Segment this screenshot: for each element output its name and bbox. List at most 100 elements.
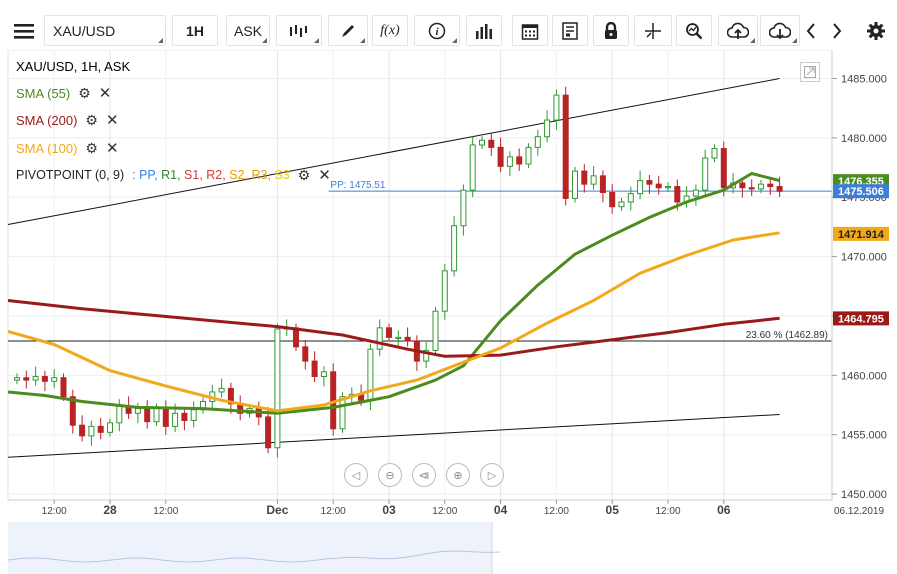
gear-icon[interactable]: ⚙ [85,111,98,128]
news-button[interactable] [552,15,588,46]
draw-button[interactable] [328,15,368,46]
prev-button[interactable] [802,15,820,46]
candle-body [116,405,123,424]
candle-body [646,180,653,185]
next-button[interactable] [828,15,846,46]
gear-icon[interactable]: ⚙ [85,139,98,156]
close-icon[interactable]: ✕ [318,167,331,184]
reset-icon: ⧏ [418,469,430,482]
legend-sma100: SMA (100) ⚙ ✕ [16,139,119,158]
sma-line [7,172,780,415]
volume-icon [476,23,492,39]
legend-sma100-label: SMA (100) [16,140,78,156]
zoom-button[interactable] [676,15,712,46]
price-axis: 1485.0001480.0001475.0001470.0001465.000… [831,50,887,501]
price-label-bg [833,184,889,199]
interval-value: 1H [186,22,204,39]
upload-button[interactable] [718,15,758,46]
interval-select[interactable]: 1H [172,15,218,46]
y-tick-label: 1485.000 [841,73,887,85]
candle-body [32,376,39,381]
candles [14,86,783,458]
price-type-select[interactable]: ASK [226,15,270,46]
candle-body [88,425,95,437]
x-tick-label: Dec [266,503,288,517]
legend-header: XAU/USD, 1H, ASK [16,59,130,74]
candle-body [618,201,625,208]
scroll-left-button[interactable]: ◁ [344,463,368,487]
legend-pivot: PIVOTPOINT (0, 9) : PP, R1, S1, R2, S2, … [16,166,331,185]
price-chart[interactable]: 23.60 % (1462.89) PP: 1475.51 1485.000 14… [0,50,897,574]
news-icon [562,21,578,40]
lock-icon [605,21,617,39]
price-label: 1471.914 [838,229,885,241]
legend-symbol: XAU/USD, 1H, ASK [16,59,131,74]
candle-body [692,189,699,197]
candle-body [190,409,197,421]
candle-body [172,412,179,427]
candle-body [386,327,392,338]
fullscreen-button[interactable] [800,62,820,82]
zoom-icon [686,22,703,39]
candle-body [79,424,86,437]
candle-body [711,148,718,159]
fibonacci-label: 23.60 % (1462.89) [746,330,828,341]
candle-body [60,377,67,398]
expand-icon [804,66,816,78]
volume-button[interactable] [466,15,502,46]
candle-body [432,310,439,351]
candle-body [544,119,551,138]
candle-body [451,225,458,272]
candle-body [311,360,318,378]
zoom-in-button[interactable]: ⊕ [446,463,470,487]
function-button[interactable]: f(x) [372,15,408,46]
candle-body [767,183,774,188]
y-tick-label: 1470.000 [841,252,887,264]
svg-text:i: i [435,26,439,38]
trend-line [7,78,780,226]
x-tick-label: 12:00 [153,506,178,517]
y-tick-label: 1480.000 [841,133,887,145]
bar-type-button[interactable] [276,15,322,46]
legend-pivot-item: R1, [161,168,185,182]
info-button[interactable]: i [414,15,460,46]
download-button[interactable] [760,15,800,46]
candle-body [674,186,681,203]
candle-body [265,416,272,449]
zoom-out-button[interactable]: ⊖ [378,463,402,487]
trend-line [7,414,780,458]
calendar-button[interactable] [512,15,548,46]
menu-icon [14,23,34,39]
plot-frame [7,50,833,501]
chevron-left-icon [806,22,815,39]
triangle-left-icon: ◁ [351,469,361,482]
crosshair-button[interactable] [634,15,672,46]
settings-button[interactable] [864,15,888,46]
navigator-line [7,550,501,563]
close-icon[interactable]: ✕ [105,140,119,157]
pivot-point: PP: 1475.51 [328,180,832,192]
legend-sma55: SMA (55) ⚙ ✕ [16,84,112,103]
scroll-right-button[interactable]: ▷ [480,463,504,487]
download-icon [769,22,791,39]
reset-button[interactable]: ⧏ [412,463,436,487]
menu-button[interactable] [8,15,40,46]
legend-sma55-label: SMA (55) [16,85,71,101]
gear-icon[interactable]: ⚙ [78,84,91,101]
close-icon[interactable]: ✕ [98,85,112,102]
candle-body [665,186,671,189]
symbol-input[interactable]: XAU/USD [44,15,166,46]
candle-body [69,396,76,426]
candle-body [395,336,402,340]
lock-button[interactable] [593,15,629,46]
legend-sma200-label: SMA (200) [16,112,78,128]
x-tick-label: 06 [717,503,731,517]
gear-icon[interactable]: ⚙ [297,166,311,183]
candle-body [469,144,476,191]
zoom-in-icon: ⊕ [453,469,463,482]
legend-pivot-item: R3, [251,168,275,182]
y-tick-label: 1455.000 [841,430,887,442]
close-icon[interactable]: ✕ [105,112,119,129]
candle-body [553,94,560,121]
